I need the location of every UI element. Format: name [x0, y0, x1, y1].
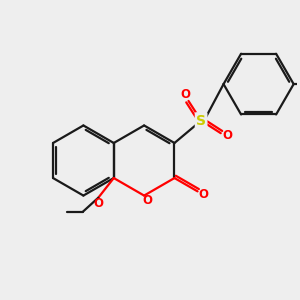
Text: O: O: [180, 88, 190, 101]
Text: O: O: [223, 129, 233, 142]
Text: O: O: [199, 188, 208, 201]
Text: S: S: [196, 114, 206, 128]
Text: O: O: [93, 197, 103, 211]
Text: O: O: [142, 194, 152, 207]
